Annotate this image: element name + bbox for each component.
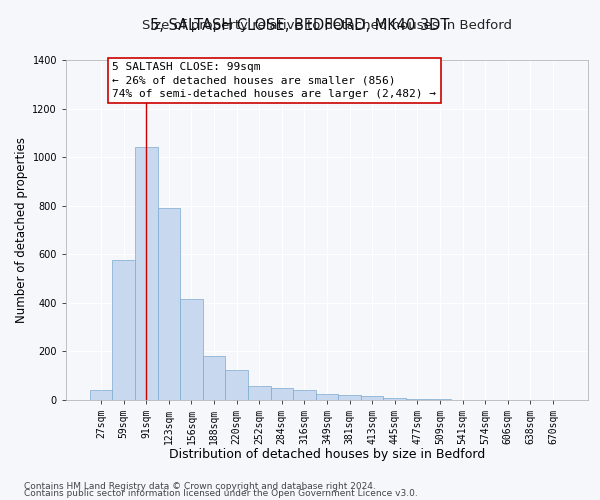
Y-axis label: Number of detached properties: Number of detached properties — [15, 137, 28, 323]
Bar — [383, 398, 406, 400]
Bar — [203, 356, 226, 400]
X-axis label: Distribution of detached houses by size in Bedford: Distribution of detached houses by size … — [169, 448, 485, 462]
Bar — [135, 148, 158, 400]
Bar — [112, 260, 135, 400]
Title: Size of property relative to detached houses in Bedford: Size of property relative to detached ho… — [142, 20, 512, 32]
Bar — [158, 208, 180, 400]
Text: Contains public sector information licensed under the Open Government Licence v3: Contains public sector information licen… — [24, 490, 418, 498]
Bar — [180, 299, 203, 400]
Bar — [90, 390, 112, 400]
Bar — [248, 386, 271, 400]
Bar — [226, 370, 248, 400]
Bar — [338, 394, 361, 400]
Bar — [271, 388, 293, 400]
Bar — [316, 394, 338, 400]
Bar — [361, 396, 383, 400]
Text: 5 SALTASH CLOSE: 99sqm
← 26% of detached houses are smaller (856)
74% of semi-de: 5 SALTASH CLOSE: 99sqm ← 26% of detached… — [112, 62, 436, 99]
Text: 5, SALTASH CLOSE, BEDFORD, MK40 3DT: 5, SALTASH CLOSE, BEDFORD, MK40 3DT — [151, 18, 449, 32]
Bar — [406, 399, 428, 400]
Text: Contains HM Land Registry data © Crown copyright and database right 2024.: Contains HM Land Registry data © Crown c… — [24, 482, 376, 491]
Bar — [293, 390, 316, 400]
